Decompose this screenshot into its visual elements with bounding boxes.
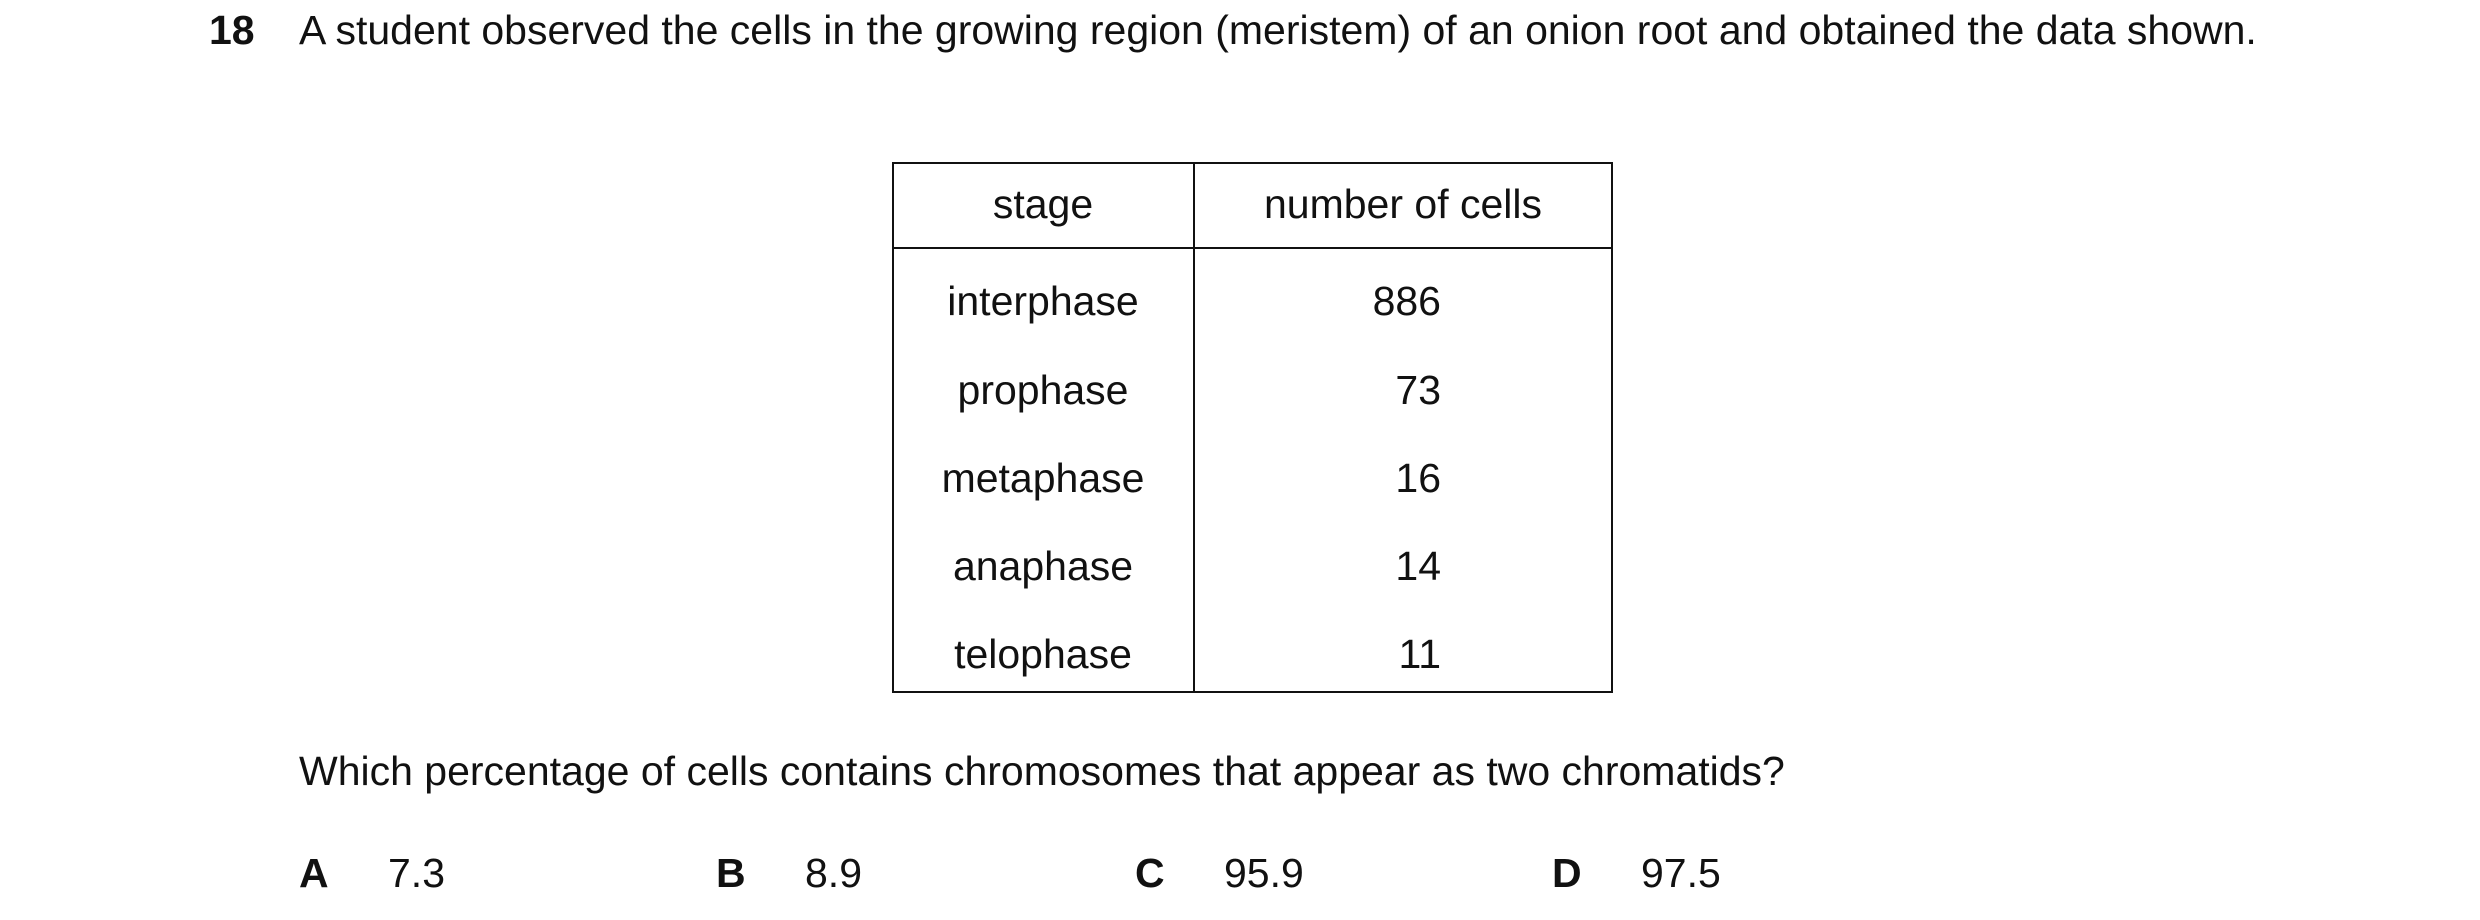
option-text: 97.5 (1641, 850, 1721, 896)
question-number: 18 (209, 7, 255, 53)
cell-stage: metaphase (942, 455, 1145, 501)
option-letter: A (299, 850, 329, 896)
option-letter: D (1552, 850, 1582, 896)
cell-stage: telophase (954, 631, 1132, 677)
option-letter: C (1135, 850, 1165, 896)
option-text: 8.9 (805, 850, 862, 896)
option-text: 7.3 (388, 850, 445, 896)
cell-count: 11 (1398, 631, 1441, 677)
cell-stage: interphase (947, 278, 1138, 324)
cell-count: 16 (1395, 455, 1441, 501)
cell-count: 73 (1395, 367, 1441, 413)
table-border (892, 162, 1613, 693)
header-cell: stage (993, 181, 1093, 227)
data-table: stage number of cells interphase 886 proph… (892, 162, 1613, 693)
cell-stage: anaphase (953, 543, 1133, 589)
header-cell: number of cells (1264, 181, 1542, 227)
question-prompt: Which percentage of cells contains chrom… (299, 748, 1785, 794)
option-letter: B (716, 850, 746, 896)
question-text: A student observed the cells in the grow… (299, 7, 2257, 53)
option-text: 95.9 (1224, 850, 1304, 896)
cell-stage: prophase (958, 367, 1129, 413)
cell-count: 14 (1395, 543, 1441, 589)
cell-count: 886 (1373, 278, 1441, 324)
